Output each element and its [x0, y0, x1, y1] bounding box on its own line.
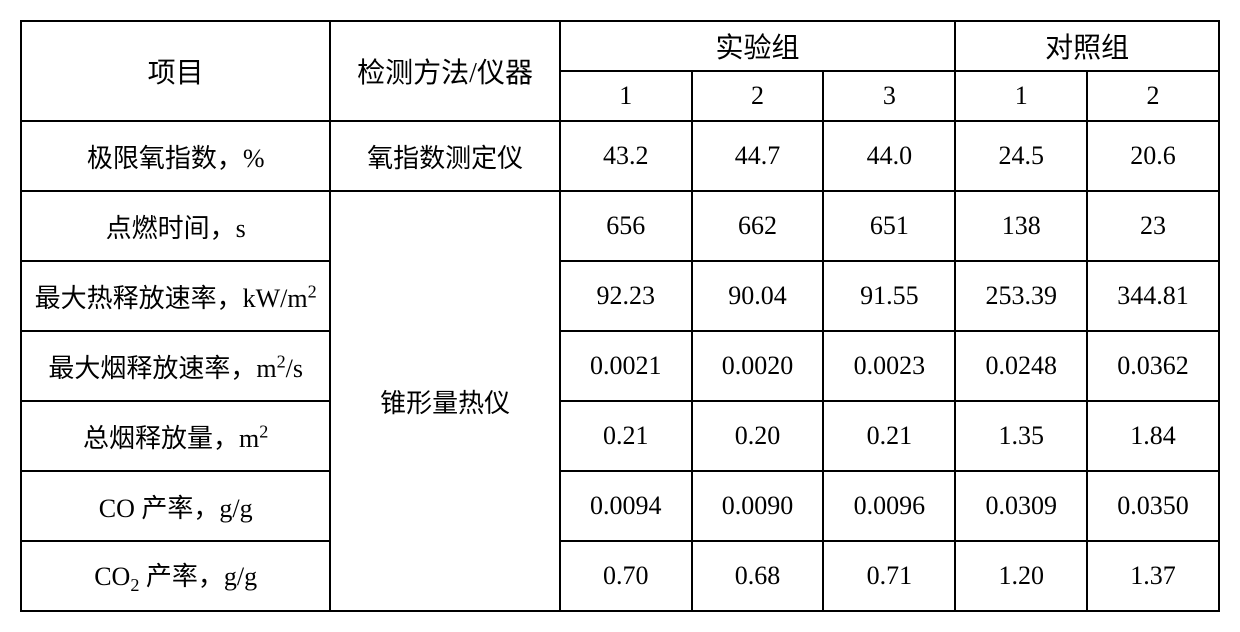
header-group-control: 对照组: [955, 21, 1219, 71]
value-cell: 0.71: [823, 541, 955, 611]
table-row: 总烟释放量，m20.210.200.211.351.84: [21, 401, 1219, 471]
value-cell: 0.0096: [823, 471, 955, 541]
method-cell: 氧指数测定仪: [330, 121, 559, 191]
value-cell: 0.21: [823, 401, 955, 471]
subheader-ctrl-2: 2: [1087, 71, 1219, 121]
value-cell: 0.0350: [1087, 471, 1219, 541]
value-cell: 0.0023: [823, 331, 955, 401]
value-cell: 0.20: [692, 401, 824, 471]
value-cell: 24.5: [955, 121, 1087, 191]
value-cell: 138: [955, 191, 1087, 261]
table-row: 点燃时间，s锥形量热仪65666265113823: [21, 191, 1219, 261]
subheader-ctrl-1: 1: [955, 71, 1087, 121]
value-cell: 0.0362: [1087, 331, 1219, 401]
header-item: 项目: [21, 21, 330, 121]
value-cell: 1.84: [1087, 401, 1219, 471]
value-cell: 344.81: [1087, 261, 1219, 331]
value-cell: 91.55: [823, 261, 955, 331]
value-cell: 0.0020: [692, 331, 824, 401]
value-cell: 44.7: [692, 121, 824, 191]
value-cell: 92.23: [560, 261, 692, 331]
value-cell: 20.6: [1087, 121, 1219, 191]
value-cell: 0.0309: [955, 471, 1087, 541]
data-table: 项目 检测方法/仪器 实验组 对照组 1 2 3 1 2 极限氧指数，%氧指数测…: [20, 20, 1220, 612]
table-row: CO2 产率，g/g 0.700.680.711.201.37: [21, 541, 1219, 611]
header-method: 检测方法/仪器: [330, 21, 559, 121]
table-body: 极限氧指数，%氧指数测定仪43.244.744.024.520.6点燃时间，s锥…: [21, 121, 1219, 611]
value-cell: 90.04: [692, 261, 824, 331]
value-cell: 656: [560, 191, 692, 261]
value-cell: 1.37: [1087, 541, 1219, 611]
table-row: 极限氧指数，%氧指数测定仪43.244.744.024.520.6: [21, 121, 1219, 191]
table-row: 最大热释放速率，kW/m2 92.2390.0491.55253.39344.81: [21, 261, 1219, 331]
item-cell: CO2 产率，g/g: [21, 541, 330, 611]
value-cell: 0.21: [560, 401, 692, 471]
value-cell: 0.68: [692, 541, 824, 611]
value-cell: 0.0248: [955, 331, 1087, 401]
item-cell: 极限氧指数，%: [21, 121, 330, 191]
item-cell: 最大热释放速率，kW/m2: [21, 261, 330, 331]
value-cell: 0.70: [560, 541, 692, 611]
value-cell: 0.0094: [560, 471, 692, 541]
subheader-exp-1: 1: [560, 71, 692, 121]
value-cell: 43.2: [560, 121, 692, 191]
subheader-exp-3: 3: [823, 71, 955, 121]
value-cell: 662: [692, 191, 824, 261]
table-row: 最大烟释放速率，m2/s 0.00210.00200.00230.02480.03…: [21, 331, 1219, 401]
value-cell: 1.35: [955, 401, 1087, 471]
header-group-experiment: 实验组: [560, 21, 955, 71]
item-cell: 点燃时间，s: [21, 191, 330, 261]
value-cell: 0.0090: [692, 471, 824, 541]
value-cell: 1.20: [955, 541, 1087, 611]
item-cell: CO 产率，g/g: [21, 471, 330, 541]
value-cell: 0.0021: [560, 331, 692, 401]
value-cell: 44.0: [823, 121, 955, 191]
item-cell: 总烟释放量，m2: [21, 401, 330, 471]
subheader-exp-2: 2: [692, 71, 824, 121]
table-row: CO 产率，g/g 0.00940.00900.00960.03090.0350: [21, 471, 1219, 541]
item-cell: 最大烟释放速率，m2/s: [21, 331, 330, 401]
method-cell: 锥形量热仪: [330, 191, 559, 611]
value-cell: 651: [823, 191, 955, 261]
value-cell: 253.39: [955, 261, 1087, 331]
value-cell: 23: [1087, 191, 1219, 261]
